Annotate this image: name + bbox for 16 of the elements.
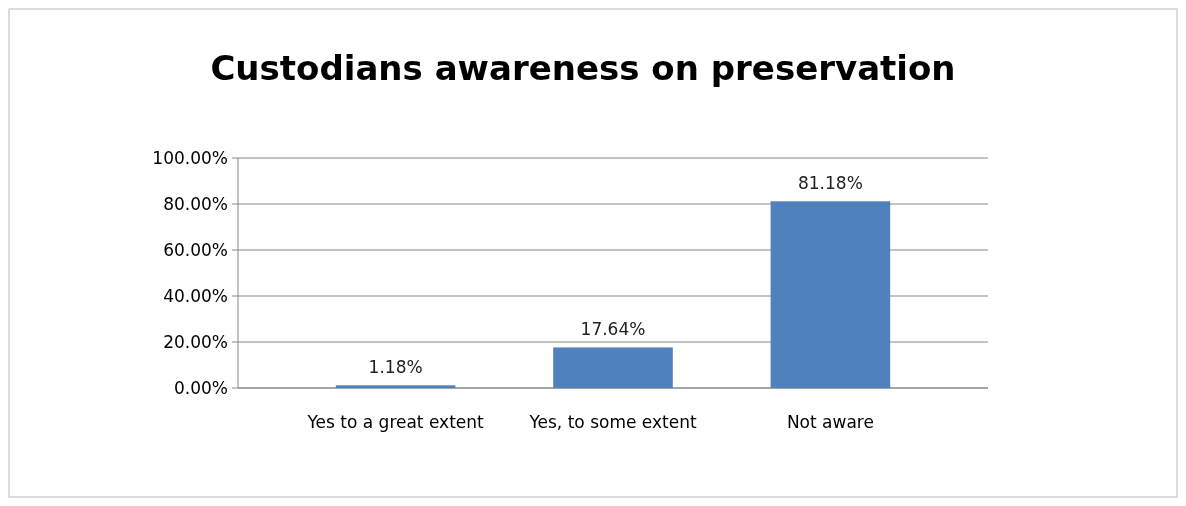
y-tick-label: 60.00% — [163, 239, 228, 260]
x-tick-label: Yes, to some extent — [528, 412, 697, 432]
y-tick-label: 20.00% — [163, 331, 228, 352]
y-tick-label: 80.00% — [163, 193, 228, 214]
bar — [770, 201, 891, 388]
x-tick-label: Not aware — [786, 412, 874, 432]
y-tick-label: 100.00% — [152, 147, 228, 168]
bar — [335, 385, 456, 388]
data-label: 81.18% — [797, 173, 863, 194]
y-tick-label: 40.00% — [163, 285, 228, 306]
data-label: 17.64% — [580, 319, 646, 340]
x-tick-label: Yes to a great extent — [306, 412, 485, 432]
bar — [553, 347, 673, 388]
chart-title: Custodians awareness on preservation — [210, 48, 956, 88]
data-label: 1.18% — [368, 357, 423, 378]
y-tick-label: 0.00% — [173, 377, 228, 398]
